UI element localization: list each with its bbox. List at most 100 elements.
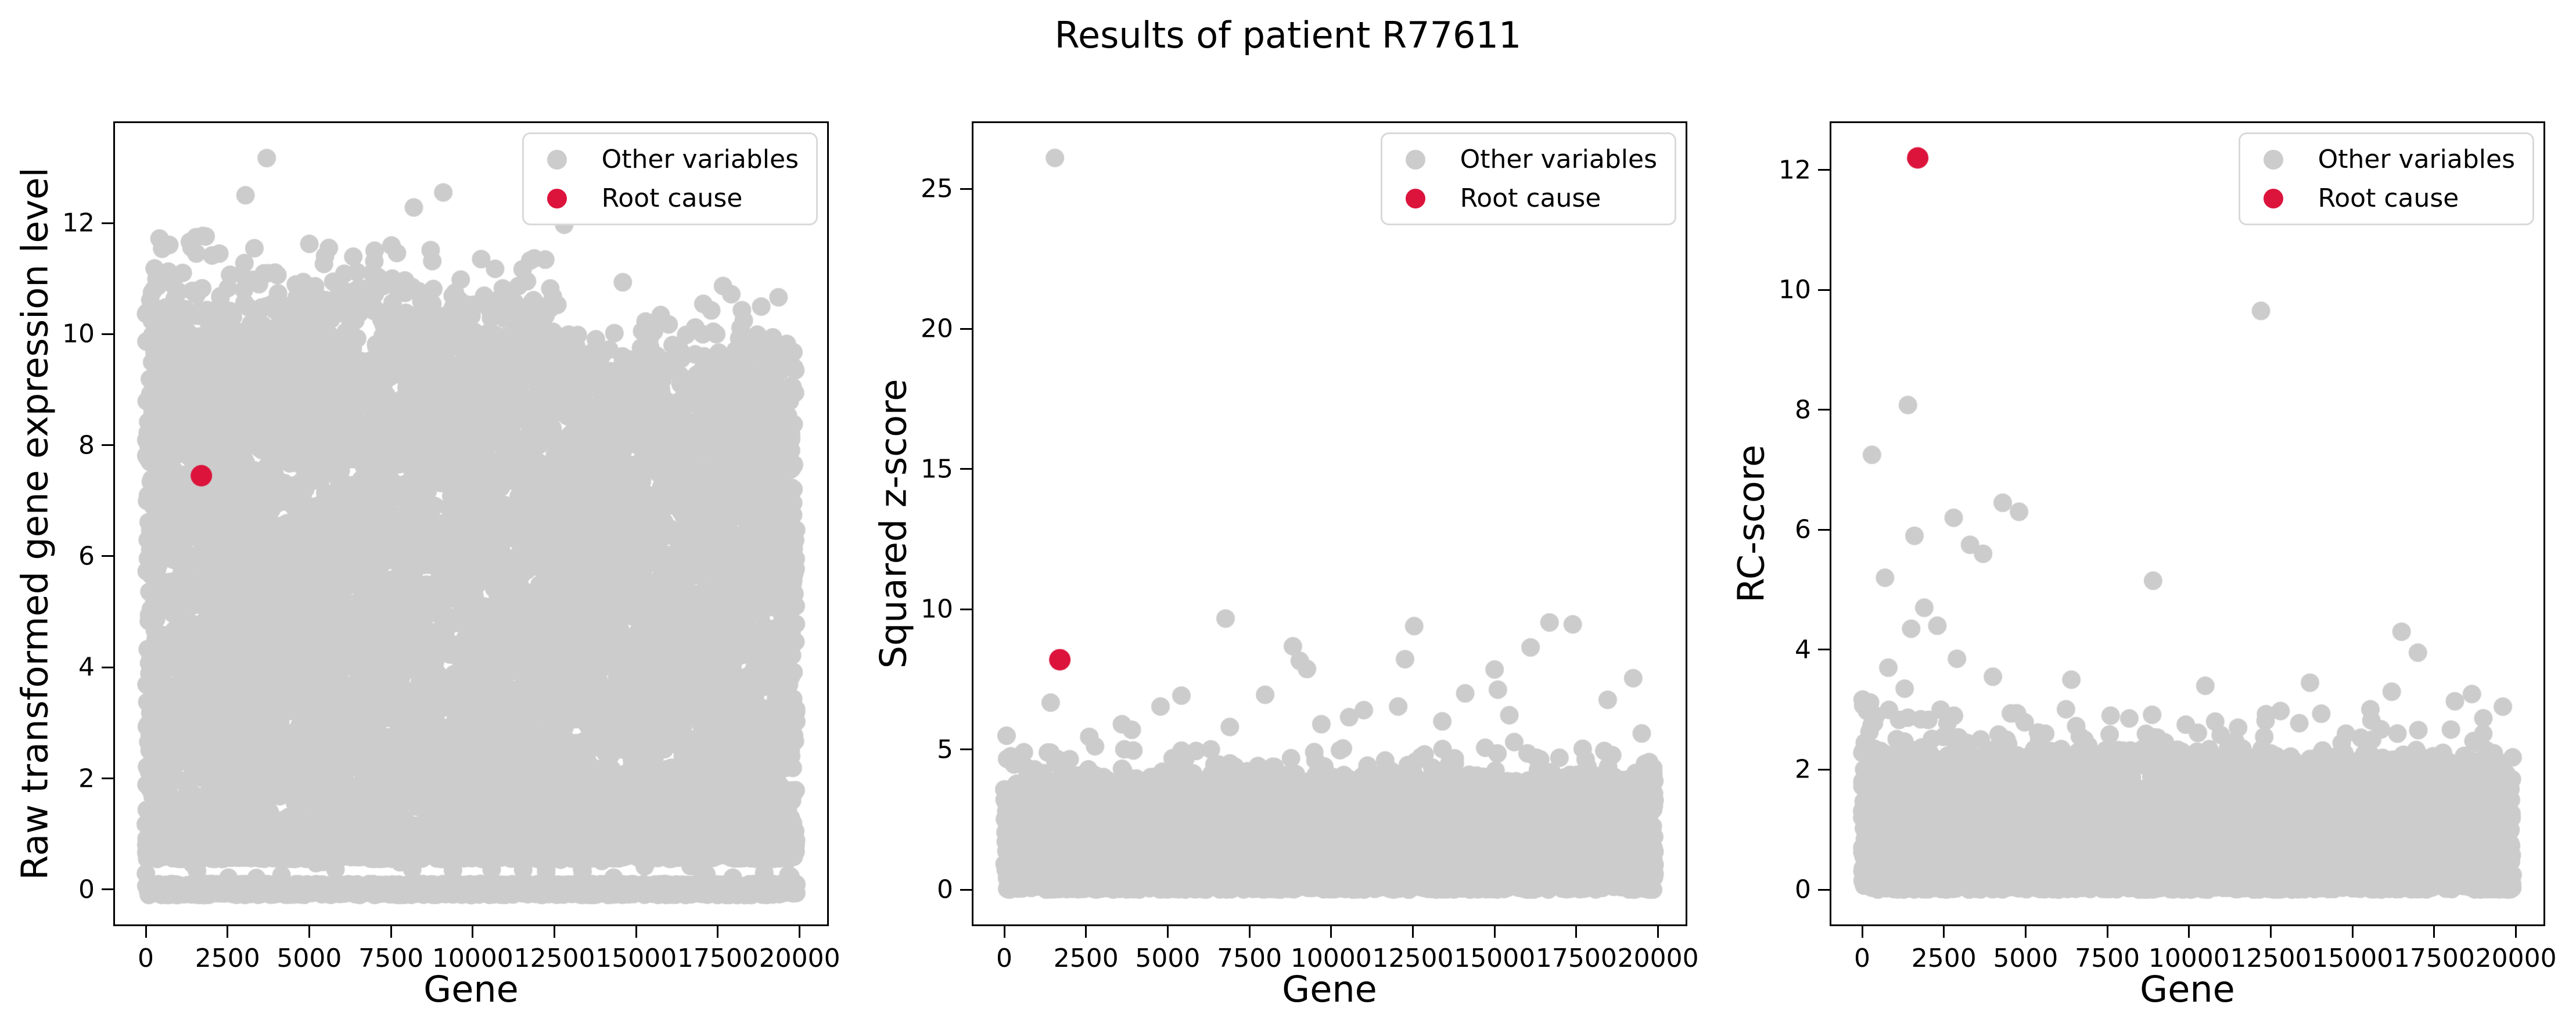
legend-row-other: Other variables	[1396, 145, 1657, 174]
x-tick-mark	[2515, 926, 2517, 938]
y-tick-mark	[102, 555, 113, 557]
y-tick-label: 6	[1795, 514, 1811, 545]
x-tick-mark	[1248, 926, 1251, 938]
subplot-raw-expression: 0 2500 5000 7500 10000 12500 15000 17500 20000 0 2…	[14, 121, 840, 1010]
y-tick-mark	[1818, 169, 1830, 171]
x-tick-label: 20000	[2475, 944, 2557, 973]
scatter-canvas-rc-score	[1830, 121, 2545, 926]
legend-marker-root-icon	[547, 188, 567, 208]
y-tick-label: 25	[921, 174, 953, 204]
legend-row-root: Root cause	[538, 183, 799, 213]
y-tick-mark	[102, 444, 113, 447]
x-tick-label: 17500	[1535, 944, 1617, 973]
x-tick-label: 12500	[2230, 944, 2312, 973]
x-axis-label: Gene	[2140, 968, 2235, 1010]
x-tick-label: 10000	[432, 944, 513, 973]
x-tick-mark	[554, 926, 556, 938]
legend-label-other: Other variables	[601, 145, 799, 174]
figure-title: Results of patient R77611	[1054, 14, 1522, 56]
legend-row-root: Root cause	[2254, 183, 2515, 213]
y-tick-label: 2	[1795, 754, 1811, 784]
x-tick-label: 20000	[1617, 944, 1699, 973]
y-tick-label: 12	[1779, 155, 1811, 185]
x-tick-label: 0	[138, 944, 154, 973]
y-tick-mark	[1818, 528, 1830, 531]
x-tick-mark	[1861, 926, 1863, 938]
y-tick-label: 15	[921, 454, 953, 484]
legend: Other variables Root cause	[2238, 132, 2534, 225]
x-tick-label: 5000	[276, 944, 342, 973]
legend-marker-root-icon	[1405, 188, 1425, 208]
y-tick-mark	[960, 888, 972, 891]
legend: Other variables Root cause	[522, 132, 818, 225]
y-tick-mark	[960, 608, 972, 610]
legend-label-root: Root cause	[601, 183, 743, 213]
x-tick-mark	[2351, 926, 2354, 938]
x-tick-label: 15000	[1454, 944, 1536, 973]
legend: Other variables Root cause	[1380, 132, 1676, 225]
x-tick-mark	[308, 926, 310, 938]
scatter-canvas-squared-zscore	[972, 121, 1687, 926]
x-tick-label: 12500	[513, 944, 595, 973]
y-tick-label: 0	[1795, 874, 1811, 905]
y-tick-label: 10	[921, 594, 953, 624]
x-tick-mark	[227, 926, 229, 938]
x-tick-mark	[1003, 926, 1005, 938]
x-tick-mark	[2433, 926, 2435, 938]
x-tick-label: 0	[1854, 944, 1870, 973]
y-tick-label: 6	[78, 541, 95, 571]
y-tick-mark	[960, 468, 972, 470]
scatter-canvas-raw-expression	[113, 121, 829, 926]
legend-marker-other-icon	[547, 149, 567, 170]
x-tick-label: 7500	[2075, 944, 2140, 973]
x-tick-label: 7500	[1217, 944, 1282, 973]
y-tick-mark	[102, 888, 113, 891]
legend-row-other: Other variables	[2254, 145, 2515, 174]
x-tick-label: 5000	[1135, 944, 1201, 973]
x-tick-mark	[635, 926, 637, 938]
x-tick-mark	[799, 926, 801, 938]
x-tick-label: 17500	[2393, 944, 2475, 973]
x-tick-label: 7500	[358, 944, 424, 973]
y-tick-mark	[960, 327, 972, 330]
x-tick-mark	[717, 926, 719, 938]
legend-label-other: Other variables	[1460, 145, 1657, 174]
legend-marker-other-icon	[2263, 149, 2283, 170]
y-axis-label: Raw transformed gene expression level	[13, 167, 56, 880]
x-tick-label: 5000	[1993, 944, 2058, 973]
y-tick-label: 10	[1779, 275, 1811, 305]
legend-row-other: Other variables	[538, 145, 799, 174]
y-tick-label: 8	[1795, 395, 1811, 425]
x-tick-label: 10000	[1290, 944, 1372, 973]
x-tick-label: 2500	[1911, 944, 1977, 973]
x-axis-label: Gene	[1282, 968, 1377, 1010]
x-tick-mark	[2024, 926, 2027, 938]
x-tick-mark	[1166, 926, 1169, 938]
y-tick-mark	[1818, 289, 1830, 291]
x-tick-label: 15000	[2312, 944, 2394, 973]
legend-label-root: Root cause	[1460, 183, 1601, 213]
x-tick-mark	[1412, 926, 1414, 938]
x-tick-mark	[390, 926, 392, 938]
y-tick-label: 2	[78, 764, 95, 794]
x-tick-label: 2500	[1053, 944, 1119, 973]
x-tick-mark	[2106, 926, 2108, 938]
y-tick-mark	[960, 748, 972, 751]
x-tick-mark	[1943, 926, 1945, 938]
x-tick-label: 20000	[759, 944, 840, 973]
y-tick-mark	[1818, 409, 1830, 411]
legend-marker-other-icon	[1405, 149, 1425, 170]
y-tick-mark	[1818, 768, 1830, 771]
x-tick-mark	[1085, 926, 1087, 938]
y-tick-mark	[102, 333, 113, 335]
x-tick-label: 17500	[677, 944, 759, 973]
x-tick-label: 10000	[2148, 944, 2230, 973]
y-tick-label: 0	[78, 874, 95, 905]
subplot-rc-score: 0 2500 5000 7500 10000 12500 15000 17500 20000 0 2…	[1730, 121, 2557, 1010]
x-axis-label: Gene	[423, 968, 519, 1010]
y-tick-label: 0	[937, 874, 953, 905]
y-tick-label: 5	[937, 735, 953, 765]
x-tick-mark	[1575, 926, 1578, 938]
y-axis-label: Squared z-score	[872, 379, 915, 669]
